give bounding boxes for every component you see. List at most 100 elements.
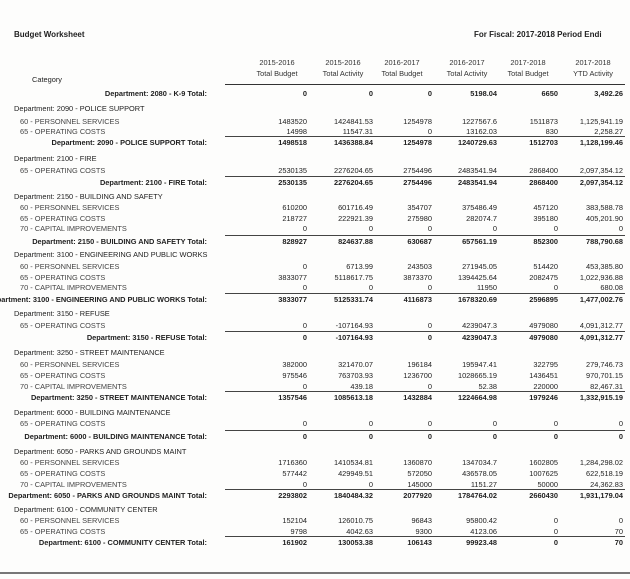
department-total-value: 2754496 [403, 178, 432, 187]
department-total-value: 2660430 [529, 491, 558, 500]
line-item-value: 383,588.78 [586, 203, 623, 212]
department-total-value: 0 [302, 333, 307, 342]
line-item-value: 0 [427, 224, 432, 233]
header-rule [225, 84, 625, 85]
line-item-value: 0 [368, 480, 373, 489]
line-item-value: 9798 [290, 527, 307, 536]
department-header: Department: 3100 - ENGINEERING AND PUBLI… [14, 250, 208, 259]
line-item-value: -107164.93 [335, 321, 373, 330]
department-header: Department: 3250 - STREET MAINTENANCE [14, 348, 165, 357]
line-item-value: 0 [302, 224, 307, 233]
department-total-value: 4116873 [403, 295, 432, 304]
line-item-value: 126010.75 [338, 516, 373, 525]
line-item-label: 65 - OPERATING COSTS [20, 469, 106, 478]
line-item-value: 763703.93 [338, 371, 373, 380]
line-item-value: 975546 [282, 371, 307, 380]
department-header: Department: 6000 - BUILDING MAINTENANCE [14, 408, 171, 417]
department-total-value: 1,332,915.19 [579, 393, 623, 402]
line-item-value: 13162.03 [466, 127, 497, 136]
department-total-value: 1979246 [529, 393, 558, 402]
line-item-value: 680.08 [600, 283, 623, 292]
line-item-value: 0 [368, 283, 373, 292]
line-item-value: 275980 [407, 214, 432, 223]
department-total-value: 5125331.74 [333, 295, 373, 304]
line-item-value: 50000 [537, 480, 558, 489]
line-item-value: 4123.06 [470, 527, 497, 536]
department-header: Department: 2090 - POLICE SUPPORT [14, 104, 145, 113]
department-total-value: 2596895 [529, 295, 558, 304]
line-item-value: 1360870 [403, 458, 432, 467]
department-total-value: 824637.88 [338, 237, 373, 246]
department-total-value: 3833077 [278, 295, 307, 304]
line-item-value: 11950 [476, 283, 497, 292]
line-item-label: 65 - OPERATING COSTS [20, 273, 106, 282]
department-total-value: 0 [427, 89, 432, 98]
report-title: Budget Worksheet [14, 30, 85, 39]
line-item-value: 196184 [407, 360, 432, 369]
department-total-value: 0 [427, 333, 432, 342]
department-total-value: 4239047.3 [462, 333, 497, 342]
line-item-label: 70 - CAPITAL IMPROVEMENTS [20, 480, 127, 489]
line-item-value: 0 [302, 480, 307, 489]
line-item-value: 405,201.90 [586, 214, 623, 223]
line-item-value: 0 [427, 419, 432, 428]
line-item-value: 1227567.6 [462, 117, 497, 126]
total-rule [225, 331, 625, 332]
line-item-label: 60 - PERSONNEL SERVICES [20, 203, 120, 212]
column-header-label: YTD Activity [573, 69, 613, 78]
column-header-year: 2015-2016 [259, 58, 295, 67]
line-item-value: 1347034.7 [462, 458, 497, 467]
department-total-value: 1498518 [278, 138, 307, 147]
line-item-value: 1511873 [529, 117, 558, 126]
department-total-value: 2077920 [403, 491, 432, 500]
line-item-label: 70 - CAPITAL IMPROVEMENTS [20, 382, 127, 391]
line-item-value: 0 [427, 127, 432, 136]
department-total-value: 0 [302, 89, 307, 98]
line-item-value: 218727 [282, 214, 307, 223]
line-item-value: 222921.39 [338, 214, 373, 223]
line-item-value: 0 [618, 224, 623, 233]
department-total-label: Department: 2080 - K-9 Total: [104, 89, 207, 98]
page-bottom-rule [0, 572, 630, 574]
line-item-value: 3833077 [278, 273, 307, 282]
line-item-value: 572050 [407, 469, 432, 478]
line-item-value: 1424841.53 [333, 117, 373, 126]
line-item-value: 0 [553, 224, 558, 233]
total-rule [225, 293, 625, 294]
line-item-value: 2,097,354.12 [579, 166, 623, 175]
department-total-value: 852300 [533, 237, 558, 246]
line-item-value: 282074.7 [466, 214, 497, 223]
department-total-value: 0 [553, 538, 558, 547]
line-item-value: 2082475 [529, 273, 558, 282]
department-total-value: 1240729.63 [457, 138, 497, 147]
line-item-value: 95800.42 [466, 516, 497, 525]
line-item-value: 0 [302, 382, 307, 391]
line-item-value: 439.18 [350, 382, 373, 391]
department-total-value: 0 [618, 432, 623, 441]
department-total-value: 3,492.26 [594, 89, 623, 98]
line-item-value: 2276204.65 [333, 166, 373, 175]
department-total-value: 0 [553, 432, 558, 441]
department-total-value: 630687 [407, 237, 432, 246]
department-total-value: 2276204.65 [333, 178, 373, 187]
line-item-value: 2,258.27 [594, 127, 623, 136]
line-item-label: 65 - OPERATING COSTS [20, 321, 106, 330]
line-item-value: 0 [368, 419, 373, 428]
total-rule [225, 176, 625, 177]
department-header: Department: 6100 - COMMUNITY CENTER [14, 505, 158, 514]
department-total-value: 99923.48 [466, 538, 497, 547]
department-total-value: 2,097,354.12 [579, 178, 623, 187]
department-total-value: 657561.19 [462, 237, 497, 246]
line-item-value: 24,362.83 [590, 480, 623, 489]
line-item-value: 2483541.94 [457, 166, 497, 175]
line-item-value: 0 [427, 382, 432, 391]
department-total-value: 0 [368, 89, 373, 98]
line-item-value: 152104 [282, 516, 307, 525]
department-total-label: Department: 3100 - ENGINEERING AND PUBLI… [0, 295, 207, 304]
line-item-value: 0 [302, 321, 307, 330]
line-item-value: 2754496 [403, 166, 432, 175]
category-header: Category [32, 75, 62, 84]
column-header-label: Total Activity [322, 69, 364, 78]
department-total-value: 1784764.02 [457, 491, 497, 500]
line-item-value: 1151.27 [470, 480, 497, 489]
